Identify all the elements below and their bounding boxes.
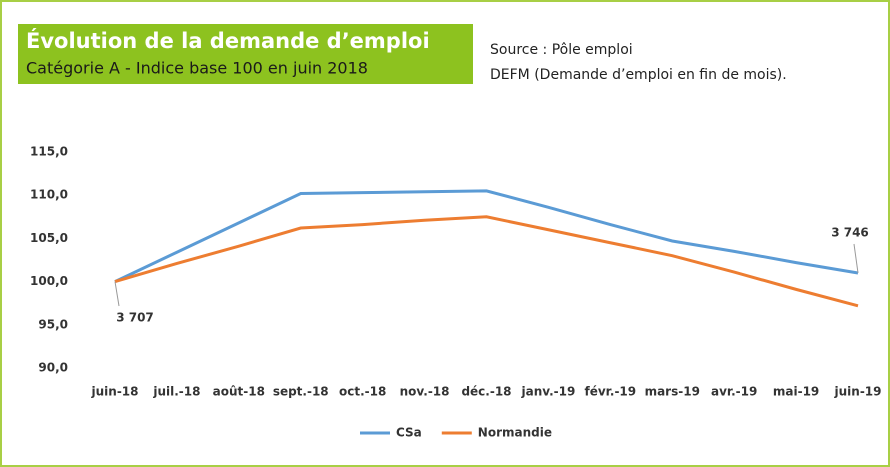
x-tick-label: sept.-18: [273, 385, 329, 399]
title-box: [18, 24, 473, 84]
y-tick-label: 105,0: [30, 231, 68, 245]
y-tick-label: 100,0: [30, 274, 68, 288]
source: DEFM (Demande d’emploi en fin de mois).: [490, 67, 787, 83]
x-tick-label: avr.-19: [711, 385, 757, 399]
leader: [114, 281, 120, 307]
x-tick-label: juil.-18: [152, 385, 200, 399]
y-tick-label: 95,0: [38, 317, 68, 331]
x-tick-label: août-18: [213, 385, 265, 399]
legend-label: CSa: [396, 426, 422, 440]
x-tick-label: mai-19: [773, 385, 819, 399]
chart-subtitle: Catégorie A - Indice base 100 en juin 20…: [26, 59, 368, 78]
chart-title: Évolution de la demande d’emploi: [26, 28, 430, 53]
y-tick-label: 90,0: [38, 361, 68, 375]
x-tick-label: juin-19: [834, 385, 882, 399]
x-tick-label: mars-19: [645, 385, 700, 399]
leader: [853, 243, 859, 274]
annotation: 3 707: [116, 311, 154, 325]
series-line: [114, 189, 859, 283]
y-tick-label: 115,0: [30, 145, 68, 159]
series-line: [114, 215, 859, 308]
x-tick-label: oct.-18: [339, 385, 386, 399]
x-tick-label: janv.-19: [520, 385, 575, 399]
x-tick-label: nov.-18: [400, 385, 450, 399]
legend-label: Normandie: [478, 426, 552, 440]
y-tick-label: 110,0: [30, 188, 68, 202]
source: Source : Pôle emploi: [490, 42, 633, 58]
x-tick-label: déc.-18: [461, 385, 511, 399]
annotation: 3 746: [831, 226, 869, 240]
x-tick-label: juin-18: [91, 385, 139, 399]
x-tick-label: févr.-19: [585, 385, 637, 399]
